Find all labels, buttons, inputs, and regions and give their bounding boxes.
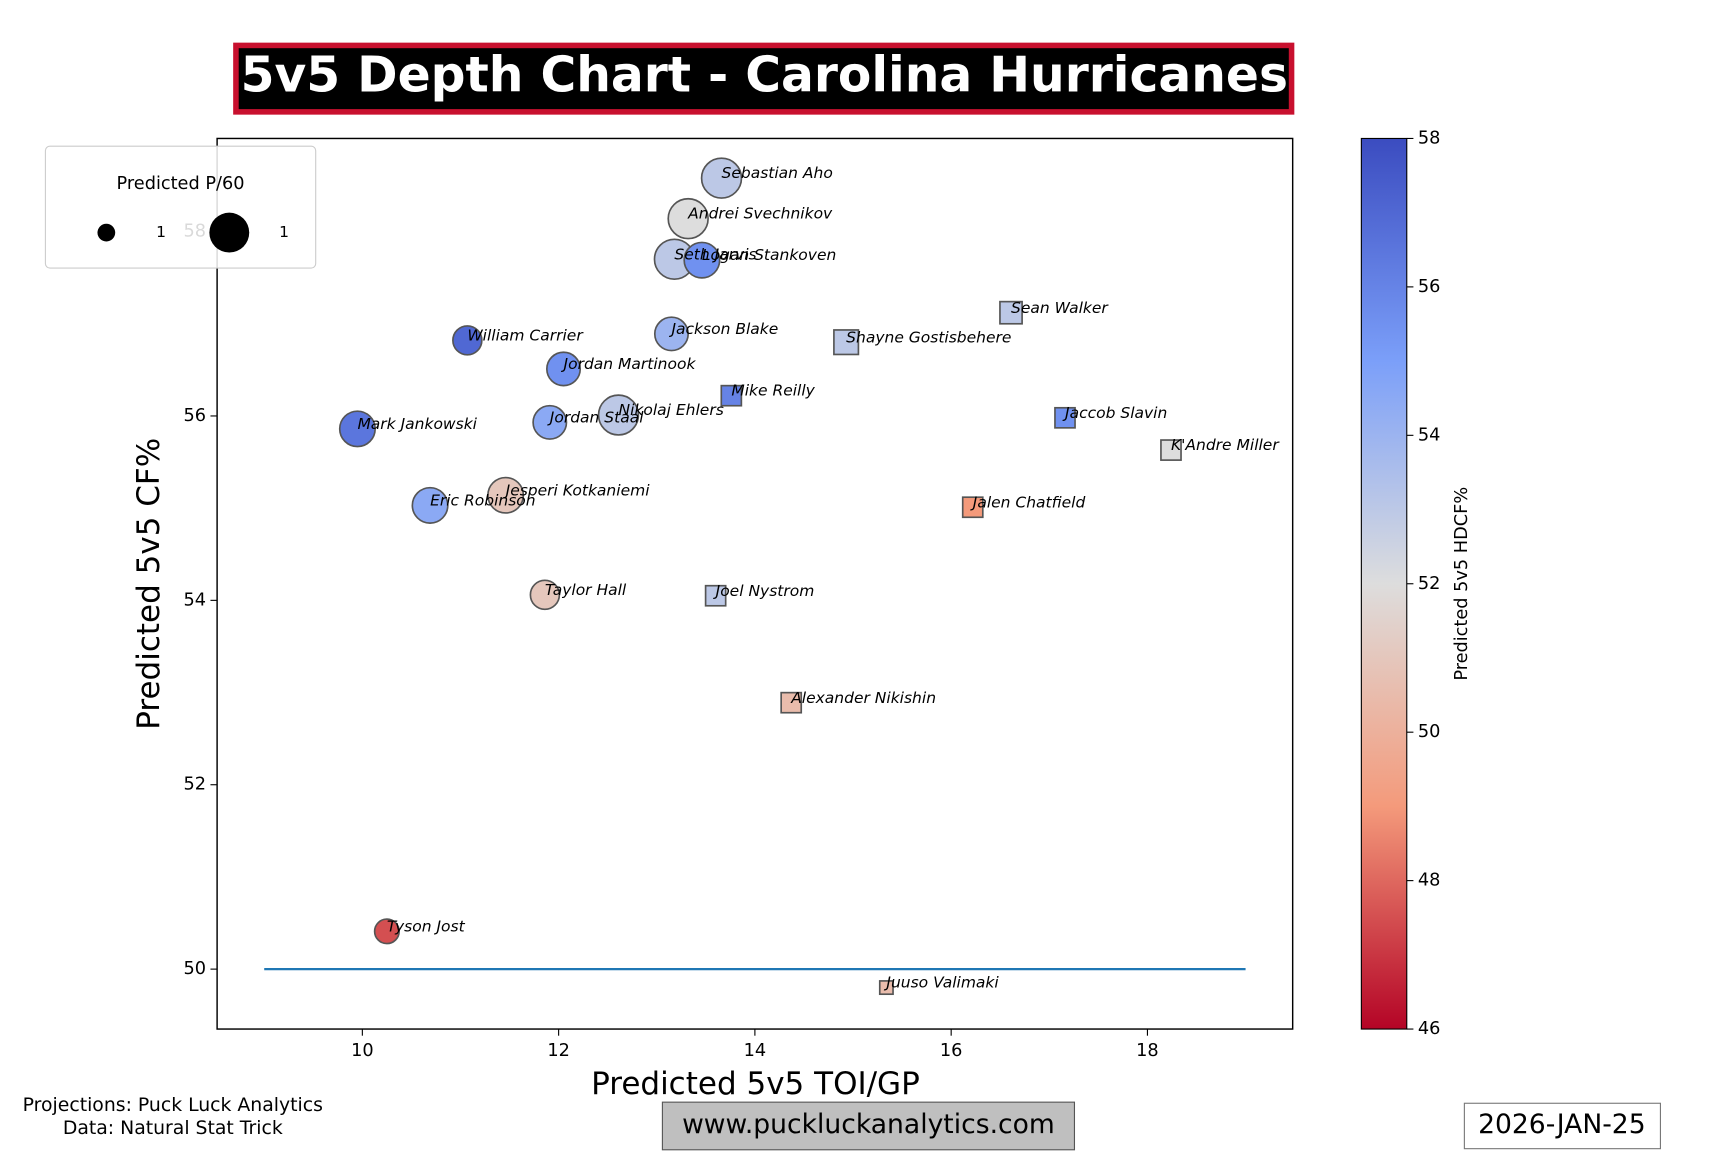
point-label: Joel Nystrom bbox=[713, 582, 815, 600]
point-label: Jordan Martinook bbox=[561, 355, 697, 373]
point-label: Mike Reilly bbox=[731, 382, 815, 400]
legend-box bbox=[44, 145, 317, 269]
point bbox=[683, 241, 721, 279]
date: 2026-JAN-25 bbox=[1478, 1109, 1646, 1140]
chart-title: 5v5 Depth Chart - Carolina Hurricanes bbox=[241, 48, 1288, 104]
point-label: William Carrier bbox=[467, 326, 584, 344]
legend-label: 1 bbox=[279, 223, 289, 241]
point-label: Taylor Hall bbox=[545, 581, 627, 599]
point-label: Jackson Blake bbox=[668, 320, 778, 338]
size-legend: Predicted P/60 1 1 bbox=[44, 145, 317, 269]
footer-text: Projections: Puck Luck Analytics bbox=[23, 1095, 323, 1116]
colorbar-tick-label: 56 bbox=[1418, 277, 1441, 297]
point bbox=[546, 351, 582, 387]
plot-area: 10121416185052545658Sebastian AhoAndrei … bbox=[183, 157, 1280, 1061]
point bbox=[878, 980, 894, 996]
footer-text: Data: Natural Stat Trick bbox=[63, 1118, 283, 1139]
colorbar-tick-label: 52 bbox=[1418, 574, 1441, 594]
legend-marker bbox=[97, 223, 116, 242]
y-axis-label: Predicted 5v5 CF% bbox=[131, 438, 167, 730]
point bbox=[597, 394, 640, 436]
point-label: Logan Stankoven bbox=[702, 246, 836, 264]
point-label: Mark Jankowski bbox=[357, 415, 477, 433]
website-box bbox=[661, 1101, 1076, 1151]
x-tick-label: 12 bbox=[547, 1041, 570, 1061]
x-axis-label: Predicted 5v5 TOI/GP bbox=[591, 1066, 920, 1102]
x-tick-label: 18 bbox=[1136, 1041, 1159, 1061]
point-label: Sean Walker bbox=[1011, 299, 1109, 317]
colorbar-tick-label: 46 bbox=[1418, 1019, 1441, 1039]
point bbox=[833, 329, 860, 356]
colorbar-tick-label: 54 bbox=[1418, 425, 1441, 445]
x-tick-label: 16 bbox=[940, 1041, 963, 1061]
point-label: K'Andre Miller bbox=[1171, 436, 1280, 454]
point bbox=[1054, 406, 1076, 429]
point bbox=[1160, 439, 1182, 461]
point bbox=[700, 157, 743, 199]
point bbox=[667, 197, 709, 240]
point-label: Jordan Staal bbox=[547, 408, 644, 426]
point-label: Sebastian Aho bbox=[722, 164, 833, 182]
title-box bbox=[233, 42, 1295, 115]
point bbox=[487, 476, 525, 514]
point-label: Seth Jarvis bbox=[674, 245, 756, 263]
y-tick-label: 56 bbox=[183, 406, 206, 426]
point bbox=[338, 410, 376, 448]
point bbox=[780, 691, 803, 714]
website: www.puckluckanalytics.com bbox=[682, 1109, 1055, 1140]
date-box bbox=[1463, 1102, 1661, 1150]
point bbox=[653, 316, 689, 352]
point-label: Jesperi Kotkaniemi bbox=[503, 481, 651, 499]
y-tick-label: 50 bbox=[183, 959, 206, 979]
colorbar-tick-label: 50 bbox=[1418, 722, 1441, 742]
point-label: Nikolaj Ehlers bbox=[618, 401, 723, 419]
x-tick-label: 10 bbox=[351, 1041, 374, 1061]
point bbox=[529, 579, 561, 611]
point-label: Juuso Valimaki bbox=[883, 974, 999, 992]
point-label: Alexander Nikishin bbox=[790, 689, 936, 707]
point-label: Jalen Chatfield bbox=[970, 493, 1086, 511]
point bbox=[720, 384, 743, 407]
y-tick-label: 52 bbox=[183, 775, 206, 795]
colorbar-label: Predicted 5v5 HDCF% bbox=[1452, 487, 1472, 681]
point bbox=[704, 584, 727, 607]
point bbox=[452, 325, 483, 356]
point bbox=[411, 486, 449, 524]
point bbox=[999, 300, 1023, 325]
legend-label: 1 bbox=[156, 223, 166, 241]
y-tick-label: 54 bbox=[183, 590, 206, 610]
colorbar-tick-label: 58 bbox=[1418, 128, 1441, 148]
point bbox=[532, 404, 568, 440]
point-label: Eric Robinson bbox=[430, 491, 536, 509]
legend-marker bbox=[209, 212, 250, 253]
point-label: Andrei Svechnikov bbox=[687, 205, 833, 223]
legend-title: Predicted P/60 bbox=[117, 174, 245, 194]
colorbar-tick-label: 48 bbox=[1418, 871, 1441, 891]
point bbox=[961, 496, 984, 519]
colorbar bbox=[1360, 137, 1408, 1030]
point-label: Tyson Jost bbox=[387, 917, 466, 935]
point-label: Shayne Gostisbehere bbox=[846, 328, 1011, 346]
x-tick-label: 14 bbox=[744, 1041, 767, 1061]
point bbox=[373, 918, 400, 945]
point-label: Jaccob Slavin bbox=[1062, 404, 1167, 422]
